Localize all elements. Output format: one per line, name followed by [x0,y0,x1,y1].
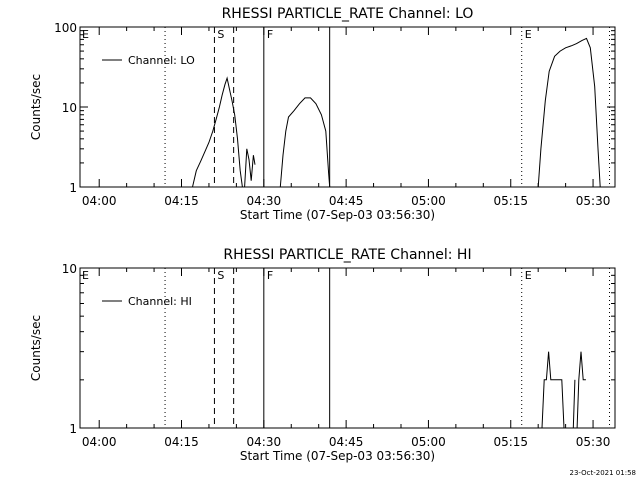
hi-series-line [576,351,586,429]
lo-chart-title: RHESSI PARTICLE_RATE Channel: LO [222,6,474,22]
hi-y-axis-label: Counts/sec [29,315,43,381]
lo-x-tick-label: 04:30 [247,194,282,208]
hi-legend-label: Channel: HI [128,295,192,308]
lo-x-tick-label: 05:15 [493,194,528,208]
lo-y-tick-label: 100 [54,21,77,35]
hi-marker-label: F [267,269,273,282]
lo-series-line [279,97,331,188]
lo-y-tick-label: 1 [69,181,77,195]
lo-marker-label: S [217,28,224,41]
lo-plot-frame [79,26,616,188]
hi-plot-frame [79,267,616,429]
lo-series-line [192,76,243,188]
hi-marker-label: S [217,269,224,282]
lo-legend-label: Channel: LO [128,54,195,67]
lo-marker-label: F [267,28,273,41]
hi-x-tick-label: 04:45 [329,435,364,449]
hi-x-tick-label: 04:30 [247,435,282,449]
lo-marker-label: E [525,28,532,41]
hi-series-line [572,379,576,429]
lo-x-tick-label: 04:00 [82,194,117,208]
lo-series-line [244,148,256,188]
hi-y-tick-label: 1 [69,422,77,436]
hi-series-line [541,351,565,429]
lo-x-tick-label: 05:00 [411,194,446,208]
hi-x-axis-label: Start Time (07-Sep-03 03:56:30) [240,449,435,463]
hi-marker-label: E [82,269,89,282]
lo-x-tick-label: 04:15 [164,194,199,208]
lo-y-tick-label: 10 [62,101,77,115]
hi-chart-title: RHESSI PARTICLE_RATE Channel: HI [223,247,471,263]
hi-x-tick-label: 04:00 [82,435,117,449]
hi-x-tick-label: 05:30 [576,435,611,449]
lo-marker-label: E [82,28,89,41]
plot-timestamp: 23-Oct-2021 01:58 [569,469,636,477]
hi-x-tick-label: 05:15 [493,435,528,449]
lo-series-line [537,37,601,188]
hi-x-tick-label: 05:00 [411,435,446,449]
hi-channel-panel: RHESSI PARTICLE_RATE Channel: HI 1 10 04:00… [29,247,616,463]
hi-y-tick-label: 10 [62,262,77,276]
lo-x-tick-label: 05:30 [576,194,611,208]
lo-x-tick-label: 04:45 [329,194,364,208]
hi-x-tick-label: 04:15 [164,435,199,449]
lo-x-axis-label: Start Time (07-Sep-03 03:56:30) [240,208,435,222]
lo-y-axis-label: Counts/sec [29,74,43,140]
hi-marker-label: E [525,269,532,282]
lo-channel-panel: RHESSI PARTICLE_RATE Channel: LO 1 10 100 04… [29,6,616,222]
